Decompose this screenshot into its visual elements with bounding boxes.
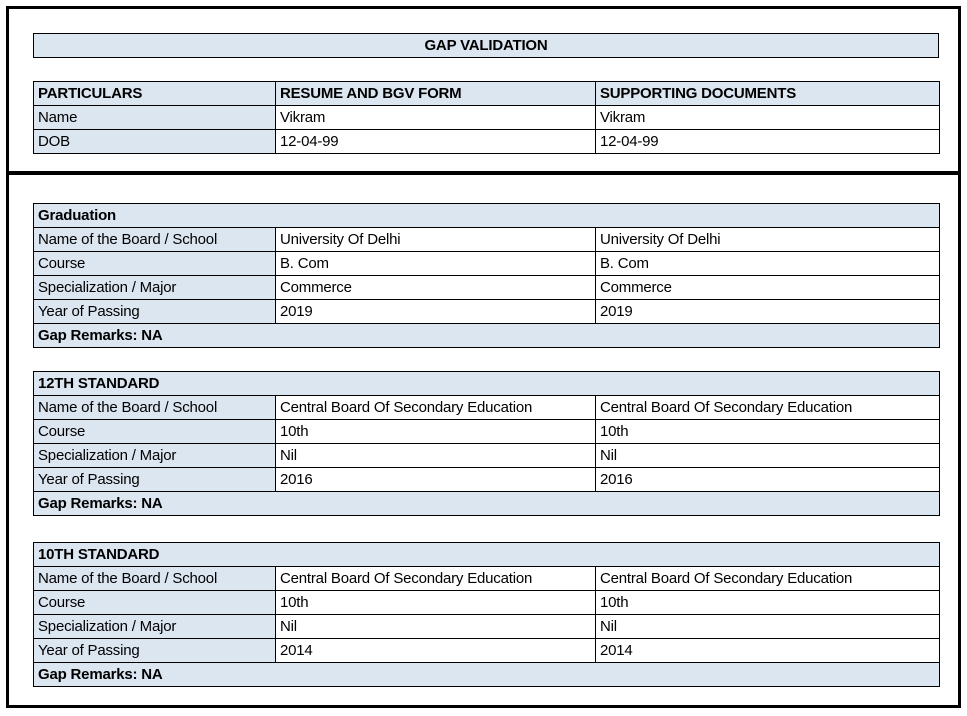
row-label-cell: Specialization / Major — [33, 614, 276, 639]
resume-value-cell: Central Board Of Secondary Education — [275, 395, 596, 420]
gap-remarks-row: Gap Remarks: NA — [32, 491, 941, 516]
particulars-comparison-table: PARTICULARS RESUME AND BGV FORM SUPPORTI… — [33, 81, 940, 154]
supporting-value-cell: Nil — [594, 443, 941, 468]
row-label-cell: Name of the Board / School — [33, 395, 276, 420]
tenth-standard-section-table: 10TH STANDARD Name of the Board / School… — [32, 542, 941, 687]
supporting-value-cell: Nil — [594, 614, 941, 639]
table-row: Course 10th 10th — [33, 590, 941, 615]
table-row: Name of the Board / School Central Board… — [33, 566, 941, 591]
supporting-value-cell: Vikram — [595, 105, 940, 130]
supporting-value-cell: Central Board Of Secondary Education — [594, 395, 941, 420]
row-label-cell: Specialization / Major — [33, 443, 276, 468]
gap-remarks: Gap Remarks: NA — [32, 491, 941, 516]
resume-value-cell: Vikram — [275, 105, 596, 130]
section-divider-line — [6, 171, 961, 175]
supporting-value-cell: Commerce — [595, 275, 940, 300]
table-row: Name of the Board / School University Of… — [33, 227, 940, 252]
table-row: Course B. Com B. Com — [33, 251, 940, 276]
row-label-cell: Year of Passing — [33, 467, 276, 492]
resume-value-cell: 2019 — [275, 299, 596, 324]
gap-remarks-row: Gap Remarks: NA — [32, 662, 941, 687]
table-row: DOB 12-04-99 12-04-99 — [33, 129, 940, 154]
resume-value-cell: B. Com — [275, 251, 596, 276]
table-row: Specialization / Major Nil Nil — [33, 443, 941, 468]
resume-value-cell: Nil — [275, 443, 596, 468]
document-outer-border — [6, 6, 961, 708]
gap-remarks: Gap Remarks: NA — [32, 662, 941, 687]
table-row: Specialization / Major Nil Nil — [33, 614, 941, 639]
resume-value-cell: 12-04-99 — [275, 129, 596, 154]
resume-value-cell: Central Board Of Secondary Education — [275, 566, 596, 591]
header-supporting-docs: SUPPORTING DOCUMENTS — [595, 81, 940, 106]
resume-value-cell: Nil — [275, 614, 596, 639]
row-label-cell: Name — [33, 105, 276, 130]
gap-remarks-row: Gap Remarks: NA — [33, 323, 940, 348]
section-title-row: 12TH STANDARD — [32, 371, 941, 396]
table-row: Specialization / Major Commerce Commerce — [33, 275, 940, 300]
row-label-cell: Year of Passing — [33, 638, 276, 663]
section-title-row: 10TH STANDARD — [32, 542, 941, 567]
resume-value-cell: 2016 — [275, 467, 596, 492]
twelfth-standard-section-table: 12TH STANDARD Name of the Board / School… — [32, 371, 941, 516]
resume-value-cell: 2014 — [275, 638, 596, 663]
row-label-cell: Course — [33, 251, 276, 276]
supporting-value-cell: 12-04-99 — [595, 129, 940, 154]
supporting-value-cell: B. Com — [595, 251, 940, 276]
row-label-cell: Year of Passing — [33, 299, 276, 324]
supporting-value-cell: 2019 — [595, 299, 940, 324]
supporting-value-cell: Central Board Of Secondary Education — [594, 566, 941, 591]
supporting-value-cell: 2016 — [594, 467, 941, 492]
header-particulars: PARTICULARS — [33, 81, 276, 106]
row-label-cell: DOB — [33, 129, 276, 154]
header-resume-bgv: RESUME AND BGV FORM — [275, 81, 596, 106]
row-label-cell: Course — [33, 419, 276, 444]
supporting-value-cell: University Of Delhi — [595, 227, 940, 252]
table-row: Year of Passing 2014 2014 — [33, 638, 941, 663]
section-title-row: Graduation — [33, 203, 940, 228]
row-label-cell: Course — [33, 590, 276, 615]
table-row: Year of Passing 2019 2019 — [33, 299, 940, 324]
graduation-section-table: Graduation Name of the Board / School Un… — [33, 203, 940, 348]
resume-value-cell: University Of Delhi — [275, 227, 596, 252]
supporting-value-cell: 10th — [594, 419, 941, 444]
table-row: Name Vikram Vikram — [33, 105, 940, 130]
gap-remarks: Gap Remarks: NA — [33, 323, 940, 348]
table-row: Year of Passing 2016 2016 — [33, 467, 941, 492]
supporting-value-cell: 2014 — [594, 638, 941, 663]
resume-value-cell: 10th — [275, 590, 596, 615]
section-title: 12TH STANDARD — [32, 371, 941, 396]
resume-value-cell: Commerce — [275, 275, 596, 300]
section-title: Graduation — [33, 203, 940, 228]
section-title: 10TH STANDARD — [32, 542, 941, 567]
table-row: Course 10th 10th — [33, 419, 941, 444]
resume-value-cell: 10th — [275, 419, 596, 444]
table-row: Name of the Board / School Central Board… — [33, 395, 941, 420]
row-label-cell: Name of the Board / School — [33, 227, 276, 252]
row-label-cell: Specialization / Major — [33, 275, 276, 300]
page-title: GAP VALIDATION — [33, 33, 939, 58]
row-label-cell: Name of the Board / School — [33, 566, 276, 591]
table-header-row: PARTICULARS RESUME AND BGV FORM SUPPORTI… — [33, 81, 940, 106]
supporting-value-cell: 10th — [594, 590, 941, 615]
